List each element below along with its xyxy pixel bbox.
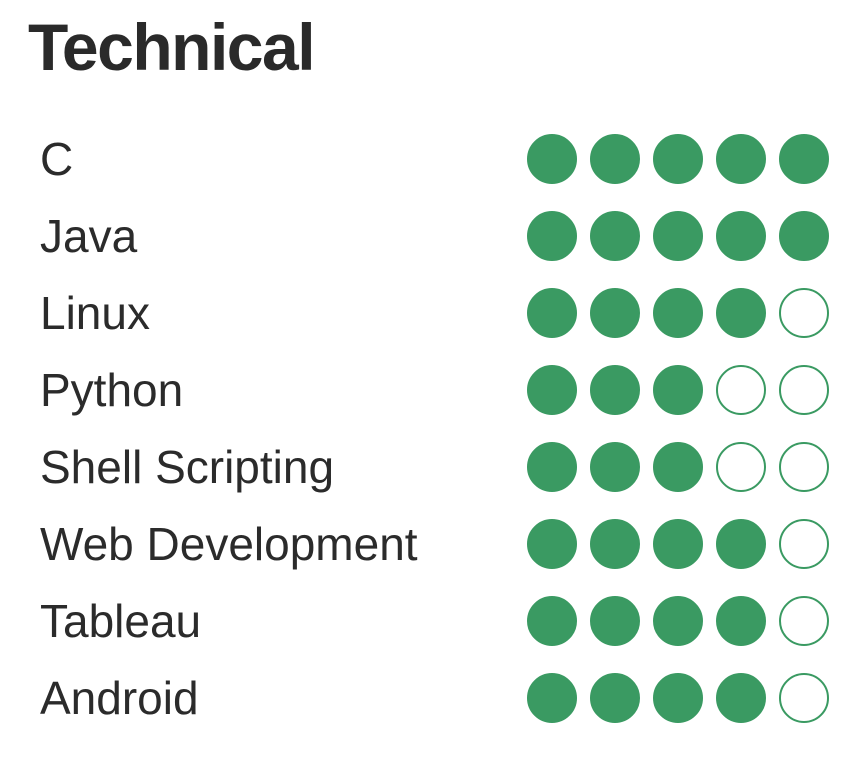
skill-row: Linux (0, 274, 862, 351)
skills-list: C Java Linux Python Shell Scripting Web … (0, 120, 862, 736)
filled-dot-icon (653, 133, 703, 184)
skill-name: Web Development (40, 517, 418, 570)
skill-rating (527, 518, 829, 569)
filled-dot-icon (653, 364, 703, 415)
filled-dot-icon (653, 287, 703, 338)
skill-row: Shell Scripting (0, 428, 862, 505)
skill-rating (527, 441, 829, 492)
filled-dot-icon (590, 364, 640, 415)
filled-dot-icon (716, 133, 766, 184)
filled-dot-icon (527, 133, 577, 184)
empty-dot-icon (779, 595, 829, 646)
empty-dot-icon (716, 364, 766, 415)
filled-dot-icon (527, 441, 577, 492)
skill-row: C (0, 120, 862, 197)
filled-dot-icon (527, 364, 577, 415)
skill-row: Android (0, 659, 862, 736)
empty-dot-icon (779, 672, 829, 723)
skill-row: Tableau (0, 582, 862, 659)
skill-name: C (40, 132, 74, 185)
filled-dot-icon (590, 672, 640, 723)
filled-dot-icon (590, 287, 640, 338)
filled-dot-icon (590, 210, 640, 261)
skill-rating (527, 210, 829, 261)
filled-dot-icon (527, 518, 577, 569)
filled-dot-icon (779, 210, 829, 261)
empty-dot-icon (779, 287, 829, 338)
filled-dot-icon (653, 595, 703, 646)
filled-dot-icon (653, 672, 703, 723)
filled-dot-icon (716, 595, 766, 646)
skill-name: Shell Scripting (40, 440, 335, 493)
empty-dot-icon (716, 441, 766, 492)
empty-dot-icon (779, 364, 829, 415)
skill-rating (527, 672, 829, 723)
filled-dot-icon (590, 518, 640, 569)
filled-dot-icon (527, 672, 577, 723)
filled-dot-icon (716, 210, 766, 261)
filled-dot-icon (716, 672, 766, 723)
filled-dot-icon (590, 133, 640, 184)
filled-dot-icon (716, 287, 766, 338)
skill-row: Python (0, 351, 862, 428)
skill-name: Python (40, 363, 184, 416)
filled-dot-icon (653, 518, 703, 569)
skill-name: Android (40, 671, 199, 724)
empty-dot-icon (779, 441, 829, 492)
skill-rating (527, 133, 829, 184)
section-title: Technical (28, 10, 316, 84)
skill-name: Linux (40, 286, 150, 339)
filled-dot-icon (527, 210, 577, 261)
skill-rating (527, 364, 829, 415)
filled-dot-icon (590, 595, 640, 646)
filled-dot-icon (527, 287, 577, 338)
filled-dot-icon (653, 441, 703, 492)
filled-dot-icon (590, 441, 640, 492)
skill-rating (527, 595, 829, 646)
filled-dot-icon (653, 210, 703, 261)
skill-name: Java (40, 209, 138, 262)
filled-dot-icon (716, 518, 766, 569)
skill-row: Web Development (0, 505, 862, 582)
skill-row: Java (0, 197, 862, 274)
filled-dot-icon (779, 133, 829, 184)
empty-dot-icon (779, 518, 829, 569)
filled-dot-icon (527, 595, 577, 646)
skill-rating (527, 287, 829, 338)
skill-name: Tableau (40, 594, 202, 647)
